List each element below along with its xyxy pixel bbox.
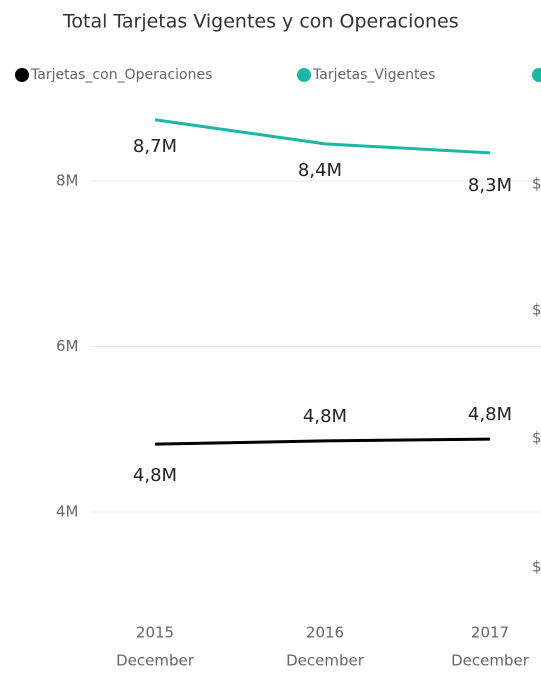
chart-title: Total Tarjetas Vigentes y con Operacione… (62, 11, 459, 33)
y2-tick-label: $ (532, 175, 541, 193)
x-tick-label: 2016 (306, 624, 344, 642)
y2-tick-label: $ (532, 429, 541, 447)
y-tick-label: 8M (56, 172, 79, 190)
x-tick-label: December (116, 652, 195, 670)
y2-tick-label: $ (532, 301, 541, 319)
y2-tick-label: $ (532, 558, 541, 576)
series-line (154, 437, 491, 446)
legend-label: Tarjetas_con_Operaciones (30, 67, 212, 83)
data-label: 8,4M (298, 160, 342, 181)
x-tick-label: December (451, 652, 530, 670)
y-tick-label: 6M (56, 337, 79, 355)
legend-swatch (297, 68, 311, 82)
legend-swatch (532, 68, 541, 82)
data-label: 8,7M (133, 136, 177, 157)
data-label: 4,8M (303, 406, 347, 427)
x-tick-label: 2015 (136, 624, 174, 642)
data-label: 4,8M (468, 404, 512, 425)
legend-swatch (15, 68, 29, 82)
series-line (154, 118, 491, 155)
y-tick-label: 4M (56, 503, 79, 521)
data-label: 8,3M (468, 175, 512, 196)
data-label: 4,8M (133, 465, 177, 486)
x-tick-label: December (286, 652, 365, 670)
legend-label: Tarjetas_Vigentes (312, 67, 435, 83)
x-tick-label: 2017 (471, 624, 509, 642)
